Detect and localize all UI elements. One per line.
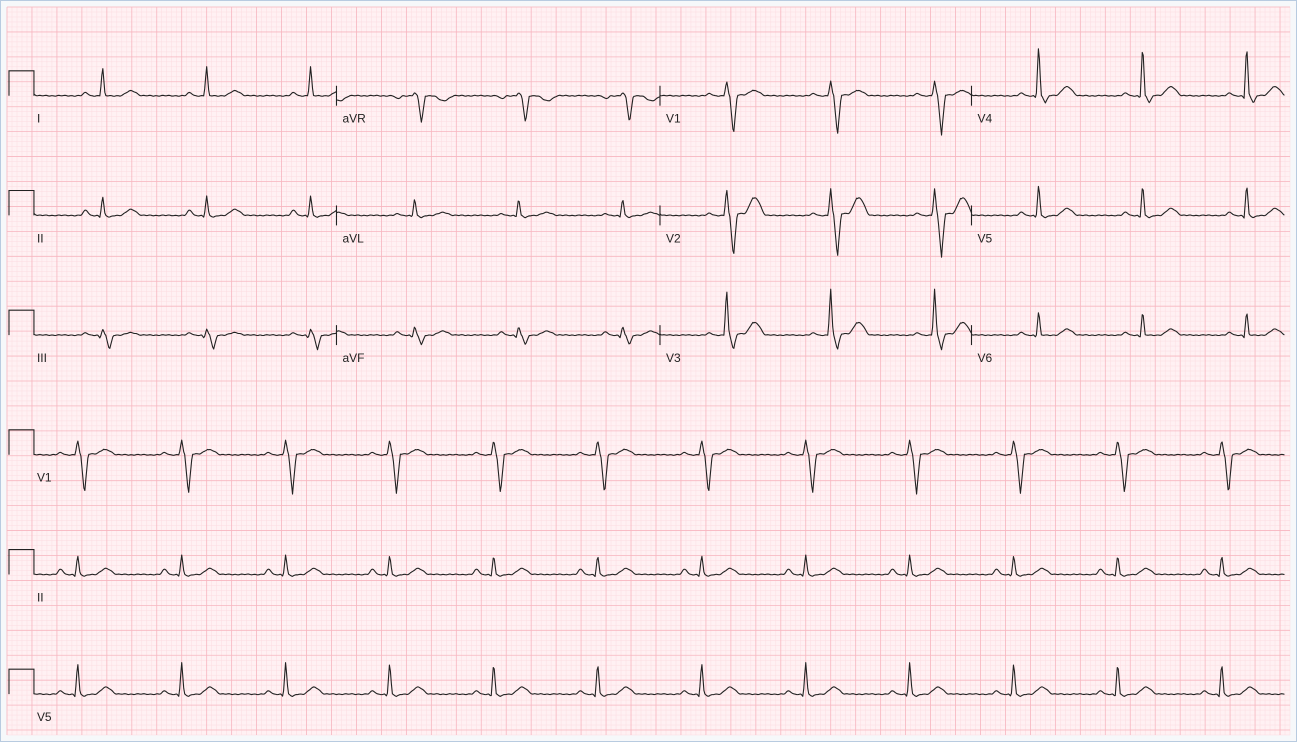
lead-label-III: III (37, 351, 47, 365)
lead-label-V5-rhythm: V5 (37, 710, 52, 724)
lead-label-II-rhythm: II (37, 590, 44, 604)
lead-label-V4: V4 (977, 112, 992, 126)
lead-label-V5: V5 (977, 231, 992, 245)
lead-label-V3: V3 (666, 351, 681, 365)
lead-label-aVL: aVL (342, 231, 364, 245)
lead-label-V6: V6 (977, 351, 992, 365)
ecg-frame: IaVR V1 V4 II aVL V2 V5 III aVF V3 V6 V1 II V5 (0, 0, 1297, 742)
lead-label-I: I (37, 112, 40, 126)
lead-label-V1: V1 (666, 112, 681, 126)
lead-label-V1-rhythm: V1 (37, 471, 52, 485)
lead-label-II: II (37, 231, 44, 245)
ecg-canvas: IaVR V1 V4 II aVL V2 V5 III aVF V3 V6 V1 II V5 (1, 1, 1296, 741)
lead-label-aVF: aVF (342, 351, 364, 365)
lead-label-V2: V2 (666, 231, 681, 245)
lead-label-aVR: aVR (342, 112, 366, 126)
